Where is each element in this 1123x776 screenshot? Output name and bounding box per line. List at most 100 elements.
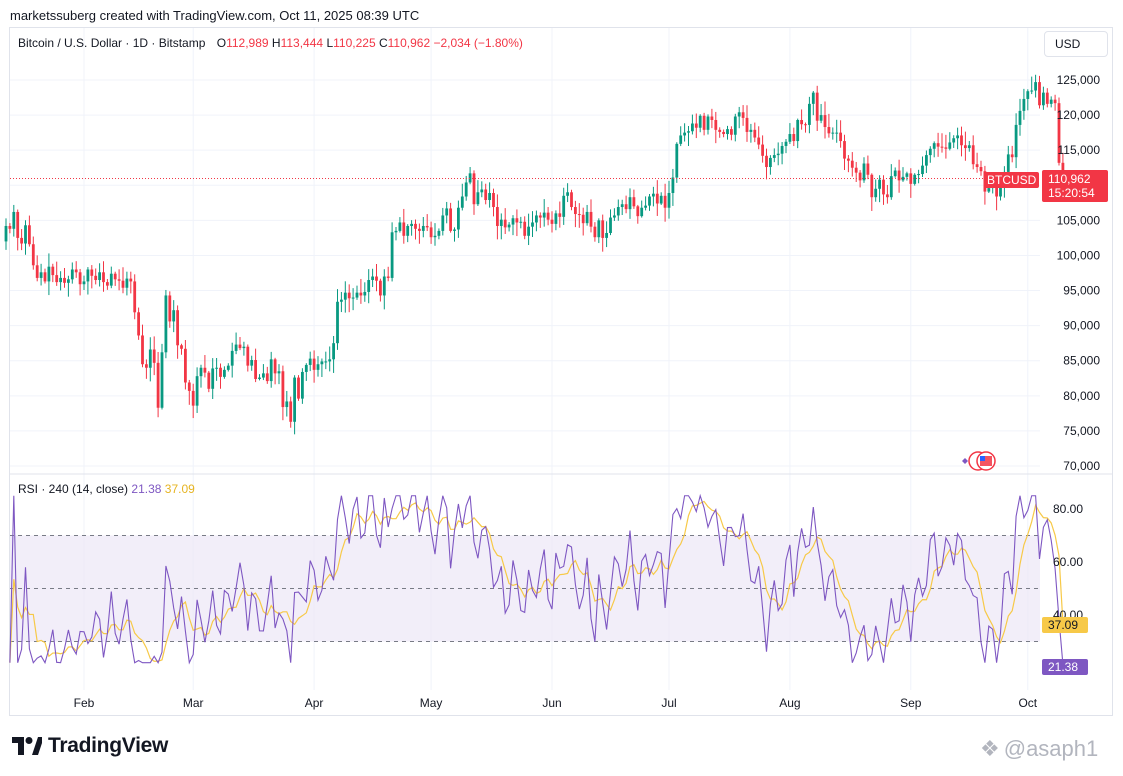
symbol-title[interactable]: Bitcoin / U.S. Dollar · 1D · Bitstamp: [18, 36, 206, 50]
candle: [425, 214, 429, 232]
candle: [1010, 145, 1014, 163]
candle: [925, 150, 928, 174]
candle: [141, 324, 144, 368]
candle: [102, 261, 105, 292]
candle: [901, 167, 905, 182]
candle: [24, 220, 27, 255]
rsi-title[interactable]: RSI · 240 (14, close): [18, 482, 129, 496]
candle: [156, 351, 160, 418]
candle: [1030, 76, 1034, 95]
candle: [109, 266, 113, 289]
price-tick-label: 95,000: [1063, 284, 1100, 298]
candle: [640, 200, 644, 218]
candle: [20, 229, 23, 251]
candle: [457, 200, 460, 238]
candle: [936, 132, 940, 157]
candle: [511, 215, 515, 236]
candle: [304, 363, 308, 381]
candle: [811, 91, 815, 116]
candle: [866, 155, 870, 180]
candle: [39, 263, 43, 286]
candle: [488, 182, 491, 208]
candle: [971, 135, 975, 170]
candle: [187, 379, 191, 405]
candle: [402, 208, 406, 244]
flag-badge-icon: [962, 451, 996, 471]
candle: [745, 105, 749, 142]
candle: [784, 139, 788, 154]
candle: [74, 261, 78, 278]
candle: [960, 126, 963, 157]
candle: [523, 216, 527, 240]
candle: [601, 214, 605, 252]
candle: [570, 189, 573, 211]
open-label: O: [216, 36, 227, 50]
candle: [1034, 74, 1037, 98]
candle: [714, 111, 718, 144]
last-price-tag: 110,962 15:20:54: [1042, 170, 1108, 202]
watermark: ❖ @asaph1: [980, 736, 1098, 762]
candle: [262, 364, 265, 381]
low-value: 110,225: [333, 36, 376, 50]
candle: [55, 261, 59, 286]
candle: [445, 201, 449, 224]
price-tick-label: 115,000: [1058, 143, 1101, 157]
candle: [382, 269, 386, 310]
candle: [726, 125, 729, 140]
tradingview-brand: TradingView: [48, 734, 169, 757]
candle: [562, 187, 566, 225]
candle: [180, 343, 183, 355]
candle: [765, 148, 768, 180]
candle: [515, 209, 519, 237]
candle: [316, 356, 320, 377]
high-value: 113,444: [280, 36, 324, 50]
candle: [476, 180, 480, 206]
currency-button[interactable]: USD: [1044, 31, 1108, 57]
candle: [250, 355, 254, 371]
candle: [164, 289, 168, 359]
candle: [86, 267, 90, 295]
candle: [574, 200, 577, 228]
chart-frame: [9, 27, 1113, 716]
price-tick-label: 80,000: [1063, 389, 1100, 403]
candle: [31, 236, 35, 270]
candle: [616, 199, 620, 221]
candle: [492, 188, 495, 217]
candle: [1038, 75, 1041, 109]
author-credit: marketssuberg created with TradingView.c…: [10, 8, 420, 23]
candle: [928, 146, 932, 163]
time-tick-label: Oct: [1018, 696, 1037, 710]
candle: [67, 275, 70, 297]
price-tick-label: 90,000: [1063, 319, 1100, 333]
candle: [581, 207, 585, 236]
time-tick-label: Aug: [779, 696, 800, 710]
time-tick-label: Jul: [661, 696, 676, 710]
time-tick-label: May: [420, 696, 443, 710]
candle: [449, 202, 452, 233]
candle: [1053, 94, 1057, 111]
candle: [355, 285, 359, 300]
tradingview-logo[interactable]: TradingView: [12, 734, 168, 758]
rsi-band-layer: [10, 535, 1040, 642]
candle: [644, 196, 647, 211]
candle: [905, 171, 909, 181]
price-tick-label: 85,000: [1063, 354, 1100, 368]
candle: [70, 262, 74, 284]
candle: [172, 300, 176, 333]
candle-layer: [4, 74, 1065, 435]
events-icon[interactable]: [956, 450, 1000, 472]
candle: [683, 123, 686, 142]
candle: [527, 213, 530, 246]
candle: [733, 113, 737, 142]
candle: [347, 284, 351, 313]
candle: [277, 364, 281, 385]
candle: [199, 364, 203, 388]
candle: [484, 183, 488, 205]
candle: [886, 184, 889, 204]
candle: [145, 359, 148, 379]
candle: [503, 208, 507, 234]
time-tick-label: Mar: [183, 696, 204, 710]
time-tick-label: Apr: [305, 696, 324, 710]
candle: [106, 279, 109, 290]
